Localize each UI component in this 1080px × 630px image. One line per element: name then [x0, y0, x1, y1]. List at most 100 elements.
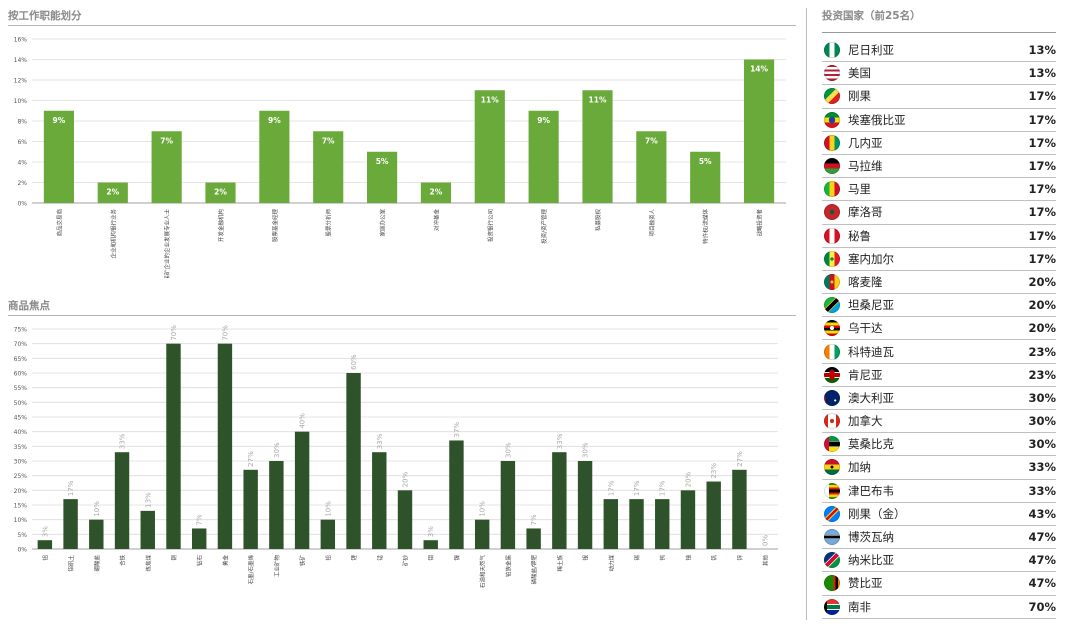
commodity-category-label: 硼酸盐	[93, 555, 101, 572]
zimbabwe-flag	[824, 482, 840, 499]
commodity-data-label: 3%	[41, 526, 49, 537]
country-value: 20%	[1028, 321, 1056, 336]
function-data-label: 9%	[53, 116, 66, 125]
country-name: 埃塞俄比亚	[848, 112, 906, 127]
function-data-label: 7%	[160, 136, 173, 145]
commodity-ytick-label: 30%	[14, 459, 28, 466]
country-name: 南非	[848, 599, 871, 614]
commodity-category-label: 铂族金属	[504, 555, 512, 577]
commodity-bar	[140, 510, 155, 549]
country-name: 科特迪瓦	[848, 344, 894, 359]
commodity-data-label: 10%	[93, 501, 101, 517]
canada-flag	[824, 413, 840, 430]
commodity-category-label: 铅	[324, 555, 332, 561]
congo-flag	[824, 88, 840, 105]
country-value: 20%	[1028, 274, 1056, 289]
commodity-chart-title: 商品焦点	[8, 300, 50, 312]
function-data-label: 2%	[430, 188, 443, 197]
commodity-bar	[397, 490, 413, 549]
commodity-bar	[449, 440, 464, 549]
usa-flag	[824, 65, 840, 82]
country-row: 博茨瓦纳 47%	[822, 526, 1056, 550]
commodity-category-label: 黄金	[221, 555, 229, 567]
country-name: 肯尼亚	[848, 367, 883, 382]
commodity-ytick-label: 15%	[14, 503, 28, 510]
commodity-data-label: 17%	[67, 480, 75, 496]
commodity-category-label: 铝矾土	[67, 555, 75, 572]
function-category-label: 开发金融机构	[217, 209, 225, 243]
commodity-bar	[166, 343, 181, 549]
commodity-data-label: 23%	[710, 463, 718, 479]
function-data-label: 5%	[376, 157, 389, 166]
country-row: 喀麦隆 20%	[822, 271, 1056, 295]
country-value: 13%	[1028, 43, 1056, 58]
function-category-label: 采矿企业的企业发展专业人士	[163, 209, 171, 278]
commodity-data-label: 33%	[119, 433, 127, 449]
country-value: 20%	[1028, 298, 1056, 313]
commodity-category-label: 锡	[633, 555, 641, 561]
commodity-data-label: 0%	[762, 535, 770, 546]
kenya-flag	[824, 366, 840, 383]
country-panel-title: 投资国家（前25名）	[822, 10, 921, 22]
commodity-data-label: 70%	[221, 325, 229, 341]
country-row: 加拿大 30%	[822, 410, 1056, 434]
commodity-category-label: 钒	[710, 555, 718, 561]
country-name: 博茨瓦纳	[848, 530, 894, 545]
function-category-label: 股票分析师	[325, 209, 333, 237]
function-category-label: 战略投资者	[756, 209, 764, 237]
country-name: 赞比亚	[848, 576, 883, 591]
function-category-label: 特许权/流媒体	[702, 209, 710, 244]
commodity-bar	[114, 452, 130, 549]
country-row: 秘鲁 17%	[822, 225, 1056, 248]
mali-flag	[824, 181, 840, 198]
country-name: 塞内加尔	[848, 251, 894, 266]
commodity-data-label: 10%	[479, 501, 487, 517]
country-value: 17%	[1028, 159, 1056, 174]
commodity-category-label: 磷酸盐/钾肥	[530, 555, 538, 585]
function-category-label: 家庭办公室	[379, 209, 387, 237]
ivory-coast-flag	[824, 343, 840, 360]
function-chart-title: 按工作职能划分	[8, 10, 82, 22]
commodity-category-label: 镍	[453, 555, 461, 561]
function-bar	[366, 151, 398, 203]
country-name: 乌干达	[848, 321, 883, 336]
commodity-category-label: 锌	[736, 555, 744, 561]
commodity-bar	[500, 461, 516, 549]
function-bar	[151, 131, 182, 203]
commodity-data-label: 17%	[607, 480, 615, 496]
commodity-ytick-label: 60%	[14, 371, 28, 378]
function-ytick-label: 16%	[14, 37, 28, 44]
country-name: 津巴布韦	[848, 483, 894, 498]
country-name: 秘鲁	[848, 228, 871, 243]
function-bar	[528, 110, 559, 203]
commodity-category-label: 铝	[41, 555, 49, 561]
malawi-flag	[824, 158, 840, 175]
country-name: 美国	[848, 66, 871, 81]
commodity-data-label: 30%	[273, 442, 281, 458]
commodity-data-label: 33%	[556, 433, 564, 449]
function-category-label: 企业和机构银行业务	[109, 209, 117, 259]
country-value: 47%	[1028, 576, 1056, 591]
commodity-ytick-label: 65%	[14, 356, 28, 363]
function-bar-chart: 0% 2% 4% 6% 8% 10% 12% 14% 16% 9% 商品交易商 2% 企业和机构银行业务…	[14, 37, 786, 278]
country-value: 23%	[1028, 367, 1056, 382]
commodity-category-label: 钼	[427, 555, 435, 561]
commodity-data-label: 13%	[144, 492, 152, 508]
commodity-bar	[655, 499, 670, 549]
commodity-bar	[217, 343, 233, 549]
commodity-bar	[552, 452, 567, 549]
commodity-ytick-label: 70%	[14, 341, 28, 348]
commodity-category-label: 稀土族	[556, 555, 564, 572]
country-value: 30%	[1028, 390, 1056, 405]
tanzania-flag	[824, 297, 840, 314]
country-name: 莫桑比克	[848, 437, 894, 452]
commodity-data-label: 37%	[453, 422, 461, 438]
function-data-label: 7%	[645, 136, 658, 145]
commodity-bar	[474, 519, 490, 549]
country-title-rule	[822, 32, 1056, 33]
country-value: 17%	[1028, 205, 1056, 220]
commodity-data-label: 20%	[684, 471, 692, 487]
country-value: 23%	[1028, 344, 1056, 359]
commodity-bar	[732, 469, 747, 549]
commodity-category-label: 铜	[170, 555, 178, 561]
